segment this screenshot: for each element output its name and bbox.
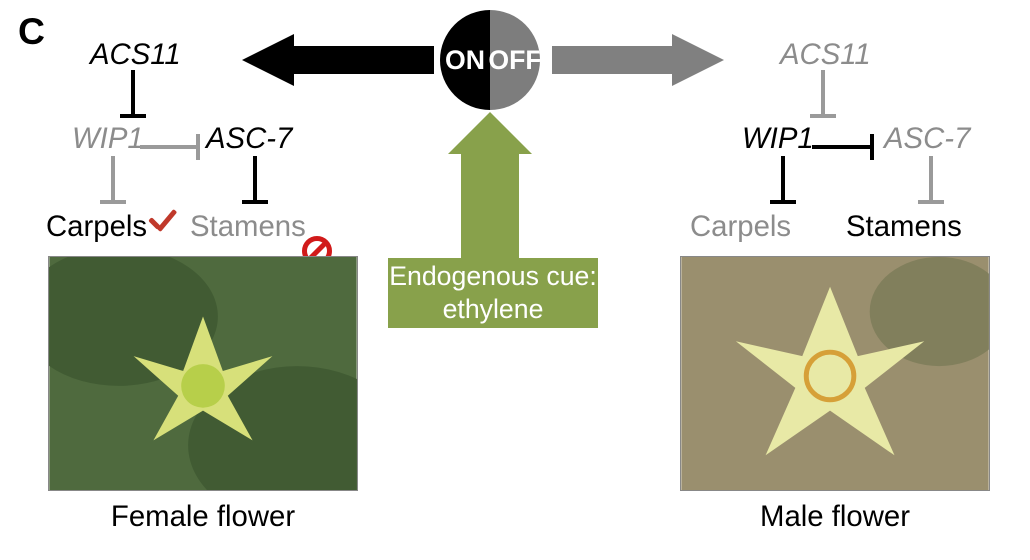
right-inhib-acs-wip bbox=[810, 70, 836, 118]
right-asc7: ASC-7 bbox=[884, 122, 970, 156]
cue-text: Endogenous cue: ethylene bbox=[389, 260, 597, 327]
cue-arrow-shaft bbox=[461, 154, 519, 258]
left-asc7: ASC-7 bbox=[206, 122, 292, 156]
left-acs11: ACS11 bbox=[90, 38, 181, 72]
arrow-off-shaft bbox=[552, 46, 672, 74]
panel-letter: C bbox=[18, 10, 45, 53]
right-wip1: WIP1 bbox=[742, 122, 814, 156]
cue-label-box: Endogenous cue: ethylene bbox=[388, 258, 598, 328]
arrow-on-head bbox=[242, 34, 294, 86]
left-wip1: WIP1 bbox=[72, 122, 144, 156]
right-acs11: ACS11 bbox=[780, 38, 871, 72]
right-flower-photo bbox=[680, 256, 990, 491]
switch-off-half: OFF bbox=[490, 10, 540, 110]
cue-line1: Endogenous cue: bbox=[389, 261, 597, 291]
right-inhib-asc-stamens bbox=[918, 156, 944, 204]
left-inhib-wip-asc bbox=[140, 134, 200, 160]
left-inhib-asc-stamens bbox=[242, 156, 268, 204]
right-inhib-wip-asc bbox=[812, 134, 874, 160]
left-flower-photo bbox=[48, 256, 358, 491]
left-inhib-wip-carpels bbox=[100, 156, 126, 204]
arrow-on-shaft bbox=[294, 46, 434, 74]
diagram-canvas: C ON OFF Endogenous cue: ethylene ACS11 … bbox=[0, 0, 1030, 560]
left-caption: Female flower bbox=[48, 500, 358, 534]
left-inhib-acs-wip bbox=[120, 70, 146, 118]
right-carpels-label: Carpels bbox=[690, 210, 791, 244]
right-flower-svg bbox=[681, 257, 989, 490]
arrow-on bbox=[242, 34, 434, 86]
on-off-switch: ON OFF bbox=[440, 10, 540, 110]
right-caption: Male flower bbox=[680, 500, 990, 534]
cue-arrow bbox=[448, 112, 532, 258]
cue-line2: ethylene bbox=[443, 294, 544, 324]
cue-arrow-head bbox=[448, 112, 532, 154]
switch-on-half: ON bbox=[440, 10, 490, 110]
right-stamens-label: Stamens bbox=[846, 210, 962, 244]
left-carpels-check-icon bbox=[146, 206, 176, 236]
arrow-off-head bbox=[672, 34, 724, 86]
right-inhib-wip-carpels bbox=[770, 156, 796, 204]
left-flower-svg bbox=[49, 257, 357, 490]
left-stamens-label: Stamens bbox=[190, 210, 306, 244]
arrow-off bbox=[552, 34, 724, 86]
left-carpels-label: Carpels bbox=[46, 210, 147, 244]
